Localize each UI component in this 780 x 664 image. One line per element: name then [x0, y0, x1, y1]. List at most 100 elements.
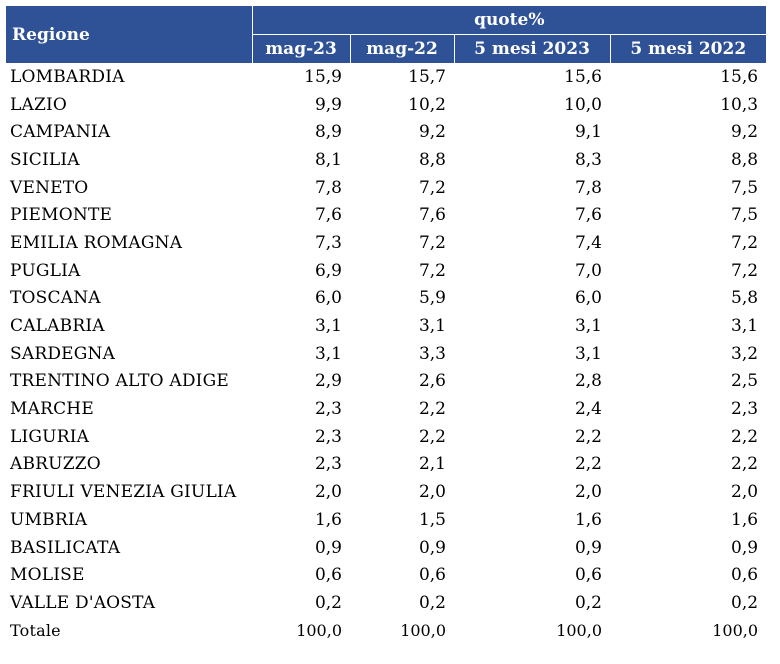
region-name: MARCHE	[10, 399, 94, 420]
share-value: 15,9	[304, 66, 342, 87]
table-row: CALABRIA 3,1 3,1 3,1 3,1	[6, 312, 766, 340]
share-value: 0,2	[418, 592, 446, 613]
header-region: Regione	[6, 6, 252, 63]
share-value: 2,5	[731, 371, 759, 392]
share-value: 2,3	[314, 399, 342, 420]
share-value: 7,8	[574, 177, 602, 198]
region-name: VENETO	[10, 177, 89, 198]
region-name: CALABRIA	[10, 316, 105, 337]
share-value: 2,2	[731, 454, 759, 475]
share-value: 9,2	[731, 122, 759, 143]
table-row: ABRUZZO 2,3 2,1 2,2 2,2	[6, 451, 766, 479]
table-row: MOLISE 0,6 0,6 0,6 0,6	[6, 561, 766, 589]
share-value: 7,6	[574, 205, 602, 226]
share-value: 3,1	[731, 316, 759, 337]
region-name: VALLE D'AOSTA	[10, 592, 156, 613]
region-name: FRIULI VENEZIA GIULIA	[10, 482, 237, 503]
share-value: 7,2	[731, 232, 759, 253]
share-value: 10,0	[564, 94, 602, 115]
share-value: 7,2	[731, 260, 759, 281]
share-value: 7,5	[731, 177, 759, 198]
share-value: 2,3	[731, 399, 759, 420]
share-value: 3,1	[314, 316, 342, 337]
share-value: 7,4	[574, 232, 602, 253]
region-name: MOLISE	[10, 565, 85, 586]
table-row: SARDEGNA 3,1 3,3 3,1 3,2	[6, 340, 766, 368]
table-row: LAZIO 9,9 10,2 10,0 10,3	[6, 91, 766, 119]
header-col-mag-23: mag-23	[251, 34, 350, 63]
region-name: TRENTINO ALTO ADIGE	[10, 371, 229, 392]
share-value: 8,1	[314, 149, 342, 170]
share-value: 5,8	[731, 288, 759, 309]
share-value: 5,9	[418, 288, 446, 309]
share-value: 10,2	[408, 94, 446, 115]
share-value: 0,9	[314, 537, 342, 558]
share-value: 1,6	[731, 509, 759, 530]
total-row: Totale 100,0 100,0 100,0 100,0	[6, 617, 766, 645]
header-col-5-mesi-2023: 5 mesi 2023	[453, 34, 610, 63]
table-row: PIEMONTE 7,6 7,6 7,6 7,5	[6, 201, 766, 229]
share-value: 2,0	[574, 482, 602, 503]
region-name: Totale	[10, 621, 61, 641]
table-row: VALLE D'AOSTA 0,2 0,2 0,2 0,2	[6, 589, 766, 617]
share-value: 1,5	[418, 509, 446, 530]
table-row: TRENTINO ALTO ADIGE 2,9 2,6 2,8 2,5	[6, 368, 766, 396]
share-value: 2,6	[418, 371, 446, 392]
share-value: 100,0	[296, 621, 342, 641]
share-value: 100,0	[712, 621, 759, 641]
table-row: VENETO 7,8 7,2 7,8 7,5	[6, 174, 766, 202]
share-value: 15,6	[720, 66, 759, 87]
table-row: LIGURIA 2,3 2,2 2,2 2,2	[6, 423, 766, 451]
share-value: 0,9	[418, 537, 446, 558]
share-value: 3,1	[574, 343, 602, 364]
share-value: 0,6	[314, 565, 342, 586]
table-row: TOSCANA 6,0 5,9 6,0 5,8	[6, 285, 766, 313]
share-value: 6,9	[314, 260, 342, 281]
table-row: EMILIA ROMAGNA 7,3 7,2 7,4 7,2	[6, 229, 766, 257]
table-row: MARCHE 2,3 2,2 2,4 2,3	[6, 395, 766, 423]
region-name: LIGURIA	[10, 426, 90, 447]
share-value: 7,8	[314, 177, 342, 198]
share-value: 7,2	[418, 232, 446, 253]
region-name: PUGLIA	[10, 260, 81, 281]
region-name: SARDEGNA	[10, 343, 116, 364]
share-value: 0,2	[314, 592, 342, 613]
share-value: 0,6	[574, 565, 602, 586]
share-value: 0,9	[731, 537, 759, 558]
region-share-table: Regione quote% mag-23 mag-22 5 mesi 2023…	[6, 6, 767, 644]
share-value: 2,0	[314, 482, 342, 503]
table-row: UMBRIA 1,6 1,5 1,6 1,6	[6, 506, 766, 534]
table-body: LOMBARDIA 15,9 15,7 15,6 15,6 LAZIO 9,9 10,2 10,…	[6, 63, 766, 644]
share-value: 100,0	[400, 621, 446, 641]
table-row: PUGLIA 6,9 7,2 7,0 7,2	[6, 257, 766, 285]
share-value: 0,2	[574, 592, 602, 613]
share-value: 2,1	[418, 454, 446, 475]
share-value: 9,2	[418, 122, 446, 143]
share-value: 8,9	[314, 122, 342, 143]
share-value: 2,3	[314, 454, 342, 475]
share-value: 9,9	[314, 94, 342, 115]
share-value: 0,2	[731, 592, 759, 613]
share-value: 7,2	[418, 177, 446, 198]
share-value: 2,4	[574, 399, 602, 420]
share-value: 15,7	[408, 66, 446, 87]
share-value: 7,2	[418, 260, 446, 281]
share-value: 2,2	[574, 454, 602, 475]
share-value: 3,1	[314, 343, 342, 364]
header-quote-group: quote%	[251, 6, 767, 35]
share-value: 2,9	[314, 371, 342, 392]
header-col-mag-22: mag-22	[349, 34, 454, 63]
share-value: 2,2	[574, 426, 602, 447]
share-value: 3,1	[574, 316, 602, 337]
region-name: SICILIA	[10, 149, 80, 170]
share-value: 10,3	[720, 94, 759, 115]
share-value: 1,6	[314, 509, 342, 530]
share-value: 0,6	[731, 565, 759, 586]
share-value: 2,3	[314, 426, 342, 447]
table-row: SICILIA 8,1 8,8 8,3 8,8	[6, 146, 766, 174]
table-row: FRIULI VENEZIA GIULIA 2,0 2,0 2,0 2,0	[6, 478, 766, 506]
table-row: LOMBARDIA 15,9 15,7 15,6 15,6	[6, 63, 766, 91]
share-value: 7,0	[574, 260, 602, 281]
share-value: 100,0	[556, 621, 602, 641]
share-value: 7,6	[418, 205, 446, 226]
